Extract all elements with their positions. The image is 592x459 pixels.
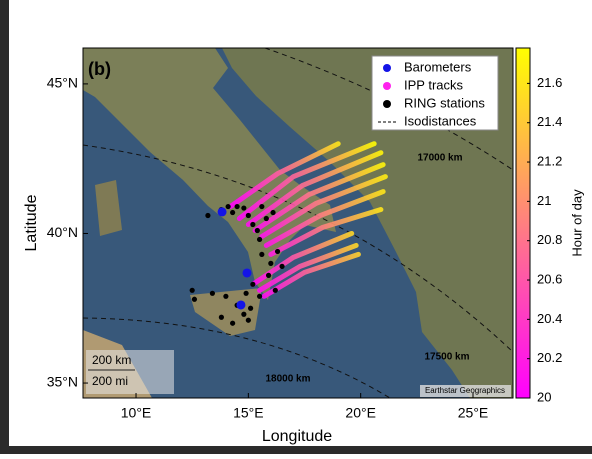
ring-station xyxy=(218,314,224,320)
ipp-track xyxy=(263,189,386,248)
ring-station xyxy=(241,311,247,317)
ipp-track xyxy=(252,162,386,233)
y-tick-label: 45°N xyxy=(47,75,78,91)
ipp-track xyxy=(268,207,384,257)
ring-station xyxy=(256,236,263,243)
ring-station xyxy=(265,272,272,278)
ipp-track xyxy=(245,150,384,227)
ring-station xyxy=(274,248,281,255)
ring-station xyxy=(272,287,278,293)
colorbar-tick-label: 20.4 xyxy=(537,311,562,326)
y-axis-label: Latitude xyxy=(23,194,40,251)
barometer xyxy=(242,268,252,278)
ring-station xyxy=(230,320,236,326)
colorbar-tick-label: 20 xyxy=(537,389,551,404)
ipp-track xyxy=(261,251,361,299)
ring-station xyxy=(191,296,198,302)
ring-station xyxy=(234,203,240,210)
isodistance-line xyxy=(82,144,514,353)
ring-station xyxy=(279,263,285,269)
window-edge xyxy=(9,446,592,454)
ring-station xyxy=(243,290,249,296)
isodistance-line xyxy=(82,317,391,399)
legend-marker xyxy=(383,82,391,90)
legend-label: IPP tracks xyxy=(404,77,464,92)
ring-station xyxy=(189,287,195,293)
land-balkans xyxy=(222,48,513,398)
ring-station xyxy=(223,293,229,299)
ring-station xyxy=(256,293,263,299)
land-sicily xyxy=(190,288,262,336)
ipp-track xyxy=(257,242,359,293)
colorbar-label: Hour of day xyxy=(569,189,584,257)
ring-station xyxy=(245,317,251,323)
ring-station xyxy=(254,227,260,234)
ring-station xyxy=(250,221,256,228)
plot-frame xyxy=(82,47,514,399)
legend-label: Isodistances xyxy=(404,113,477,128)
isodistance-label: 17500 km xyxy=(424,352,469,363)
x-tick-label: 10°E xyxy=(121,405,152,421)
attribution: Earthstar Geographics xyxy=(425,386,505,395)
window-edge xyxy=(0,0,9,454)
x-tick-label: 25°E xyxy=(458,405,489,421)
ring-station xyxy=(245,212,251,219)
legend: Barometers IPP tracks RING stations Isodist… xyxy=(378,59,485,128)
ring-station xyxy=(250,281,256,287)
ring-station xyxy=(205,212,211,219)
isodistance-label: 17000 km xyxy=(417,153,462,164)
land-italy xyxy=(83,48,336,300)
ring-station xyxy=(270,209,276,216)
ring-station xyxy=(209,290,216,296)
isodistance-line xyxy=(264,47,514,171)
panel-label: (b) xyxy=(88,59,111,79)
ring-station xyxy=(230,209,236,216)
scale-bar-label: 200 km xyxy=(92,353,131,367)
legend-label: RING stations xyxy=(404,95,485,110)
legend-box xyxy=(371,55,499,131)
colorbar-tick-label: 20.6 xyxy=(537,271,562,286)
colorbar-tick-label: 21.6 xyxy=(537,75,562,90)
colorbar-tick-label: 20.8 xyxy=(537,232,562,247)
colorbar-tick-label: 21.4 xyxy=(537,114,562,129)
x-axis-label: Longitude xyxy=(262,428,332,445)
marks xyxy=(189,141,388,326)
ring-station xyxy=(259,251,265,258)
barometer xyxy=(236,300,246,310)
colorbar xyxy=(515,47,531,399)
legend-marker xyxy=(383,100,391,108)
ring-station xyxy=(241,205,247,211)
colorbar-tick-label: 21 xyxy=(537,193,551,208)
y-tick-label: 40°N xyxy=(47,224,78,240)
legend-marker xyxy=(383,64,391,72)
barometer xyxy=(217,207,227,217)
scale-bar-box xyxy=(86,350,174,394)
isodistance-label: 18000 km xyxy=(265,374,310,385)
ring-station xyxy=(268,260,274,266)
y-tick-label: 35°N xyxy=(47,374,78,390)
ring-station xyxy=(247,305,254,311)
legend-label: Barometers xyxy=(404,59,472,74)
x-tick-label: 20°E xyxy=(345,405,376,421)
scale-bar-label: 200 mi xyxy=(92,374,128,388)
colorbar-tick-label: 21.2 xyxy=(537,153,562,168)
colorbar-tick-label: 20.2 xyxy=(537,350,562,365)
ring-station xyxy=(263,215,269,222)
x-tick-label: 15°E xyxy=(233,405,264,421)
ipp-track xyxy=(259,174,388,239)
attribution-box xyxy=(420,385,511,397)
ring-station xyxy=(259,203,265,210)
land-sardinia xyxy=(95,180,122,236)
ipp-track xyxy=(236,141,377,222)
ipp-track xyxy=(227,141,341,210)
ring-station xyxy=(225,203,231,210)
